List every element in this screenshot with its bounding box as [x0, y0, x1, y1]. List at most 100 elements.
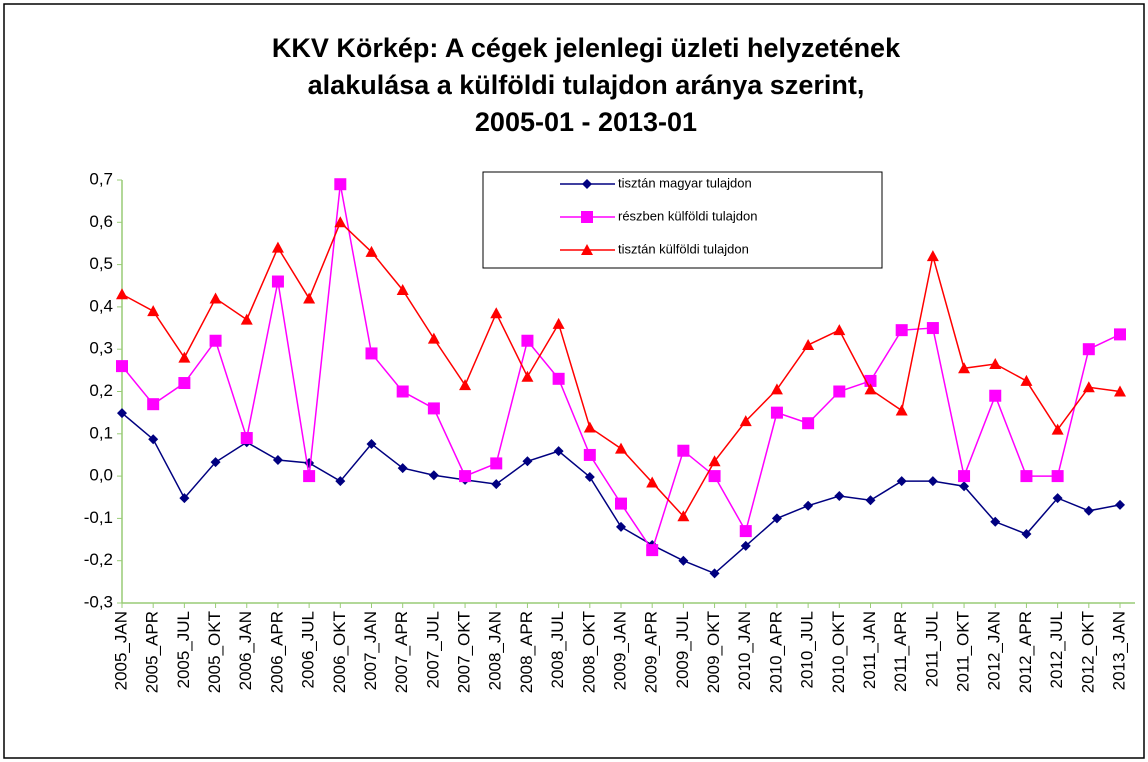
- marker: [1115, 499, 1125, 510]
- marker: [491, 479, 502, 490]
- x-tick-label: 2012_JUL: [1047, 611, 1066, 689]
- x-tick-label: 2008_JUL: [548, 611, 567, 689]
- marker: [646, 544, 659, 557]
- marker: [271, 275, 284, 288]
- marker: [396, 385, 409, 398]
- x-tick-label: 2010_JAN: [735, 611, 754, 690]
- chart-title: alakulása a külföldi tulajdon aránya sze…: [308, 70, 865, 100]
- marker: [584, 471, 595, 482]
- x-tick-label: 2010_JUL: [798, 611, 817, 689]
- marker: [896, 476, 907, 487]
- y-tick-label: 0,1: [89, 423, 113, 442]
- marker: [272, 455, 283, 466]
- marker: [864, 383, 877, 395]
- marker: [1114, 385, 1126, 397]
- x-tick-label: 2009_APR: [642, 611, 661, 693]
- marker: [1051, 470, 1064, 483]
- marker: [708, 455, 721, 467]
- marker: [1114, 328, 1126, 341]
- marker: [209, 292, 222, 304]
- marker: [271, 241, 284, 253]
- x-tick-label: 2006_APR: [267, 611, 286, 693]
- marker: [802, 338, 815, 350]
- marker: [147, 398, 160, 411]
- marker: [583, 421, 596, 433]
- y-tick-label: 0,3: [89, 339, 113, 358]
- marker: [117, 408, 127, 419]
- marker: [1021, 529, 1032, 540]
- x-tick-label: 2011_APR: [891, 611, 910, 692]
- marker: [1020, 470, 1033, 483]
- marker: [459, 470, 472, 483]
- marker: [770, 383, 783, 395]
- marker: [116, 288, 128, 300]
- marker: [677, 510, 690, 522]
- marker: [427, 332, 440, 344]
- marker: [553, 446, 564, 457]
- x-tick-label: 2009_JAN: [610, 611, 629, 690]
- marker: [178, 377, 191, 390]
- marker: [833, 324, 846, 336]
- y-tick-label: 0,2: [89, 381, 113, 400]
- x-tick-label: 2005_JUL: [174, 611, 193, 689]
- marker: [989, 389, 1002, 402]
- legend-marker: [582, 179, 592, 189]
- x-tick-label: 2005_APR: [143, 611, 162, 693]
- x-tick-label: 2009_JUL: [673, 611, 692, 689]
- marker: [490, 457, 503, 470]
- marker: [833, 385, 846, 398]
- y-tick-label: 0,5: [89, 254, 113, 273]
- marker: [739, 415, 752, 427]
- marker: [646, 476, 659, 488]
- legend-label: tisztán külföldi tulajdon: [618, 241, 749, 256]
- marker: [240, 313, 253, 325]
- x-tick-label: 2006_JAN: [236, 611, 255, 690]
- x-tick-label: 2007_OKT: [455, 611, 474, 693]
- marker: [1052, 493, 1063, 504]
- legend-marker: [581, 211, 593, 223]
- marker: [865, 495, 876, 506]
- marker: [490, 307, 503, 319]
- x-tick-label: 2013_JAN: [1109, 611, 1128, 690]
- marker: [209, 334, 222, 347]
- y-tick-label: 0,6: [89, 212, 113, 231]
- marker: [459, 379, 472, 391]
- marker: [771, 513, 782, 524]
- marker: [178, 351, 191, 363]
- marker: [147, 305, 160, 317]
- y-tick-label: -0,2: [84, 550, 113, 569]
- x-tick-label: 2011_JUL: [922, 611, 941, 687]
- marker: [583, 448, 596, 461]
- marker: [116, 360, 128, 373]
- marker: [616, 521, 626, 532]
- y-tick-label: 0,7: [89, 169, 113, 188]
- x-tick-label: 2006_OKT: [330, 611, 349, 693]
- y-tick-label: 0,0: [89, 466, 113, 485]
- x-tick-label: 2008_JAN: [486, 611, 505, 690]
- marker: [210, 457, 221, 468]
- y-tick-label: 0,4: [89, 296, 113, 315]
- marker: [926, 322, 939, 335]
- x-tick-label: 2008_APR: [517, 611, 536, 693]
- marker: [678, 555, 689, 566]
- x-tick-label: 2009_OKT: [704, 611, 723, 693]
- marker: [397, 463, 408, 474]
- marker: [989, 358, 1002, 370]
- marker: [677, 444, 690, 457]
- x-tick-label: 2011_JAN: [860, 611, 879, 689]
- x-tick-label: 2012_OKT: [1078, 611, 1097, 693]
- marker: [1051, 423, 1064, 435]
- marker: [521, 334, 534, 347]
- marker: [334, 216, 347, 228]
- marker: [396, 283, 409, 295]
- marker: [739, 525, 752, 538]
- y-tick-label: -0,3: [84, 592, 113, 611]
- marker: [240, 432, 253, 445]
- x-tick-label: 2010_APR: [766, 611, 785, 693]
- marker: [179, 493, 190, 504]
- chart-border: [3, 3, 1145, 759]
- marker: [365, 347, 378, 360]
- x-tick-label: 2007_JAN: [361, 611, 380, 690]
- legend-label: részben külföldi tulajdon: [618, 208, 757, 223]
